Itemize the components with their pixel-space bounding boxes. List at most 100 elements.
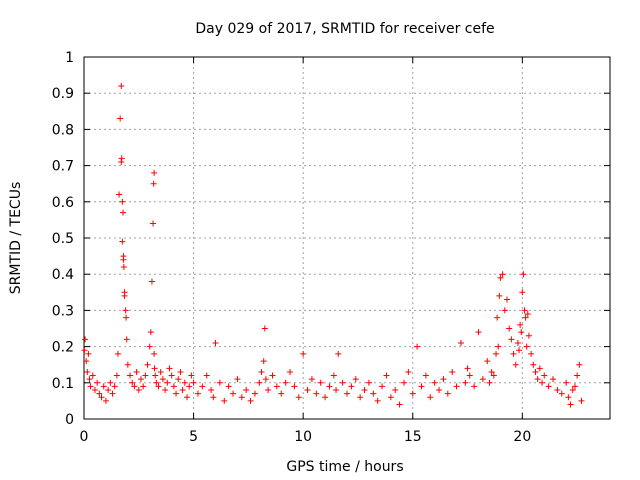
data-point: [258, 368, 265, 375]
x-tick-label: 10: [294, 429, 312, 445]
data-point: [576, 361, 583, 368]
data-point: [119, 198, 126, 205]
data-point: [234, 376, 241, 383]
data-point: [109, 390, 116, 397]
data-point: [418, 383, 425, 390]
data-point: [120, 263, 127, 270]
data-point: [457, 339, 464, 346]
grid-lines: [84, 57, 610, 419]
y-tick-label: 0.3: [52, 303, 74, 319]
y-tick-label: 0.5: [52, 231, 74, 247]
data-point: [116, 191, 123, 198]
data-point: [144, 361, 151, 368]
data-point: [123, 336, 130, 343]
chart-title: Day 029 of 2017, SRMTID for receiver cef…: [195, 21, 494, 37]
data-point: [269, 372, 276, 379]
data-point: [122, 307, 129, 314]
data-point: [523, 343, 530, 350]
data-point: [137, 376, 144, 383]
data-point: [166, 365, 173, 372]
data-point: [517, 321, 524, 328]
data-point: [81, 347, 88, 354]
data-point: [119, 238, 126, 245]
data-point: [118, 155, 125, 162]
data-point: [170, 383, 177, 390]
data-point: [117, 115, 124, 122]
data-point: [490, 372, 497, 379]
data-point: [519, 289, 526, 296]
data-point: [83, 358, 90, 365]
data-point: [102, 397, 109, 404]
data-point: [475, 329, 482, 336]
data-point: [436, 387, 443, 394]
y-tick-label: 0.6: [52, 195, 74, 211]
data-point: [111, 383, 118, 390]
data-point: [291, 383, 298, 390]
data-point: [157, 368, 164, 375]
x-tick-label: 5: [189, 429, 198, 445]
data-point: [173, 390, 180, 397]
data-point: [479, 376, 486, 383]
data-point: [550, 376, 557, 383]
data-point: [162, 387, 169, 394]
y-tick-label: 1: [65, 50, 74, 66]
y-tick-label: 0.1: [52, 376, 74, 392]
data-point: [396, 401, 403, 408]
data-point: [520, 271, 527, 278]
data-point: [107, 379, 114, 386]
data-point: [96, 390, 103, 397]
data-point: [496, 292, 503, 299]
data-point: [357, 394, 364, 401]
x-tick-label: 15: [404, 429, 422, 445]
data-point: [379, 383, 386, 390]
data-point: [261, 325, 268, 332]
data-points: [81, 82, 585, 408]
data-point: [532, 368, 539, 375]
data-point: [243, 387, 250, 394]
data-point: [100, 383, 107, 390]
data-point: [190, 379, 197, 386]
data-point: [184, 394, 191, 401]
data-point: [247, 397, 254, 404]
data-point: [151, 365, 158, 372]
data-point: [344, 390, 350, 397]
data-point: [210, 394, 217, 401]
data-point: [181, 379, 188, 386]
data-point: [518, 329, 525, 336]
data-point: [530, 361, 537, 368]
data-point: [528, 350, 535, 357]
data-point: [464, 365, 471, 372]
data-point: [494, 314, 501, 321]
data-point: [497, 274, 504, 281]
data-point: [212, 339, 219, 346]
data-point: [326, 383, 333, 390]
data-point: [471, 383, 478, 390]
data-point: [175, 376, 182, 383]
data-point: [153, 379, 160, 386]
data-point: [146, 343, 153, 350]
axis-ticks: 00.10.20.30.40.50.60.70.80.910 5 10 15 20: [52, 50, 610, 445]
data-point: [230, 390, 237, 397]
data-point: [558, 390, 565, 397]
data-point: [91, 387, 98, 394]
data-point: [525, 332, 532, 339]
data-point: [221, 397, 228, 404]
data-point: [256, 379, 263, 386]
data-point: [409, 390, 416, 397]
data-point: [208, 387, 215, 394]
data-point: [147, 329, 154, 336]
data-point: [177, 368, 184, 375]
data-point: [333, 387, 340, 394]
data-point: [453, 383, 460, 390]
data-point: [512, 361, 519, 368]
data-point: [273, 383, 280, 390]
data-point: [462, 379, 469, 386]
data-point: [499, 271, 506, 278]
data-point: [86, 376, 93, 383]
data-point: [188, 372, 195, 379]
data-point: [238, 394, 245, 401]
data-point: [361, 387, 368, 394]
data-point: [574, 372, 581, 379]
data-point: [554, 387, 561, 394]
data-point: [164, 379, 171, 386]
